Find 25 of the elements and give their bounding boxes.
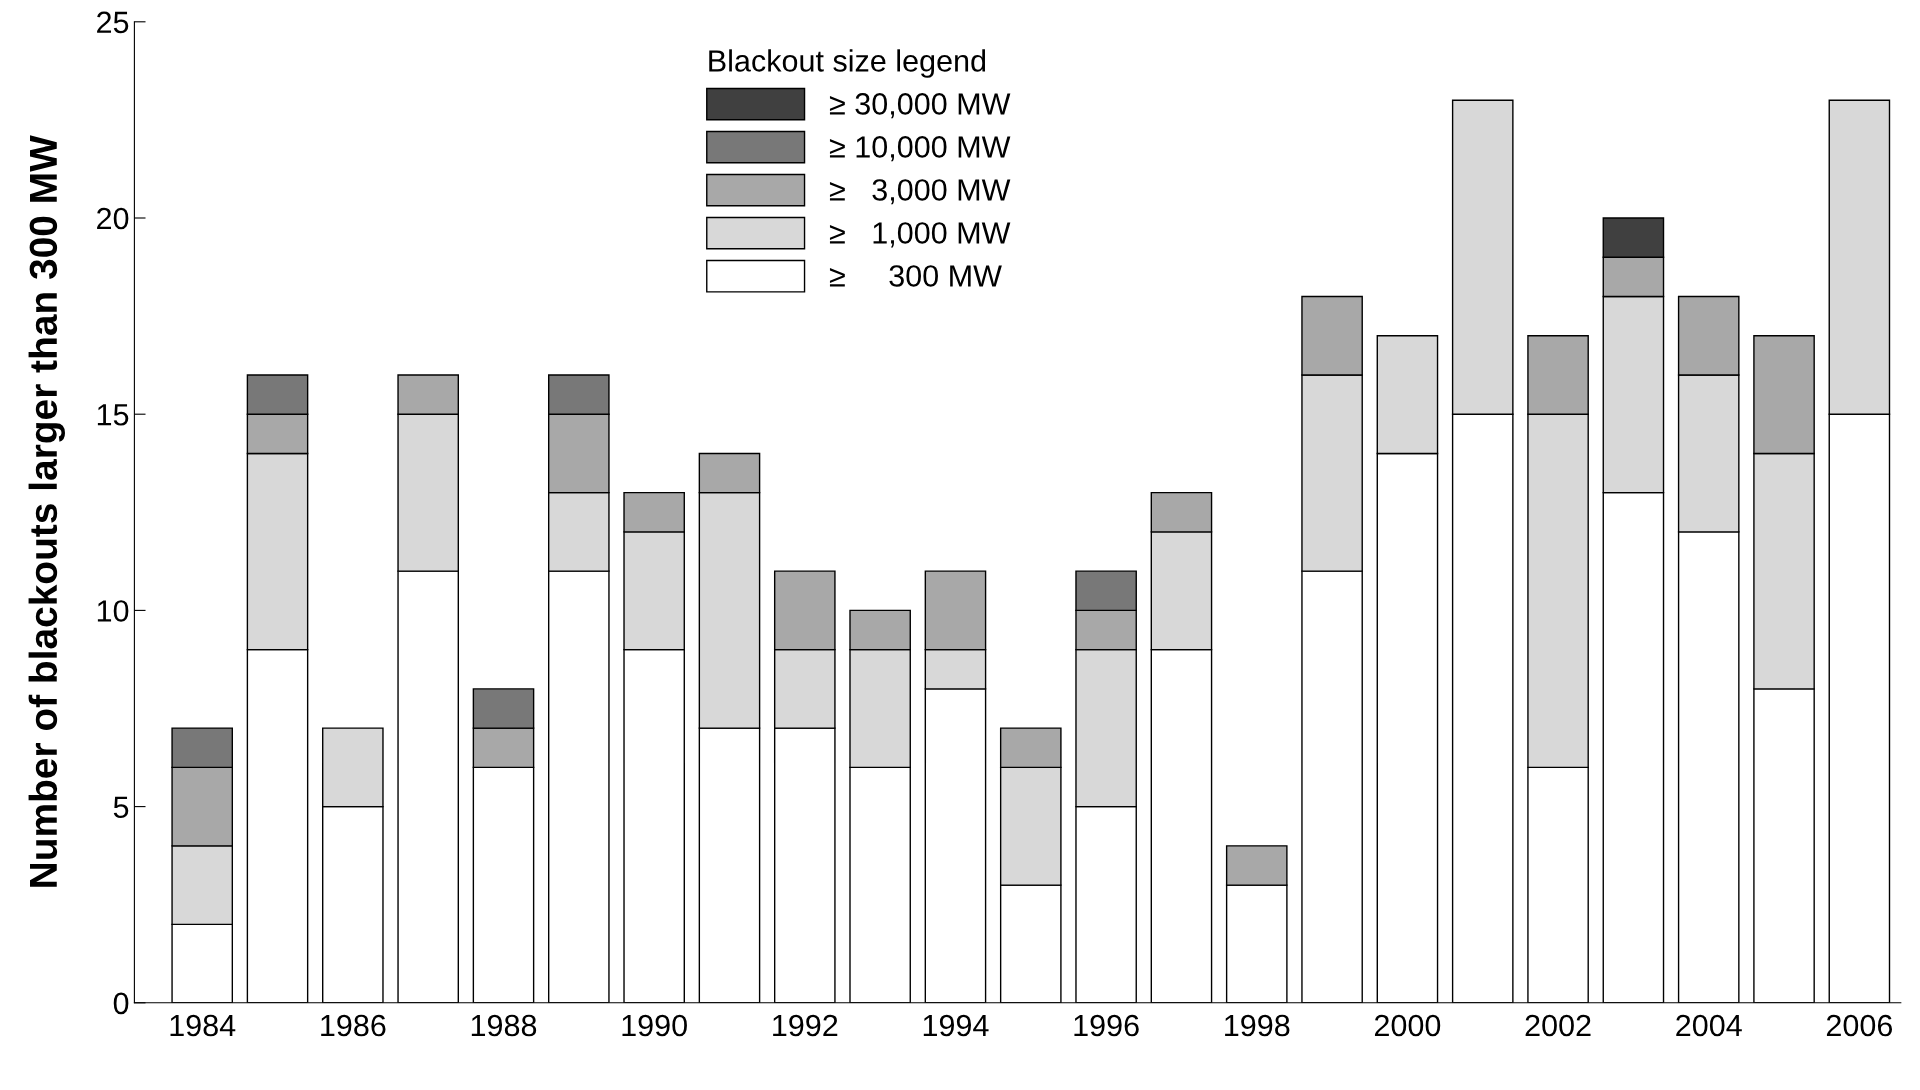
x-tick-label: 1990 bbox=[622, 1014, 687, 1037]
x-tick-label: 1986 bbox=[321, 1014, 386, 1037]
y-axis-title: Number of blackouts larger than 300 MW bbox=[28, 135, 65, 887]
x-tick-label: 1994 bbox=[923, 1014, 989, 1037]
y-tick-label: 25 bbox=[97, 11, 129, 34]
legend-label: ≥ 1,000 MW bbox=[829, 222, 1011, 248]
x-tick-label: 2004 bbox=[1676, 1014, 1742, 1037]
y-tick-label: 20 bbox=[97, 207, 129, 230]
y-tick-label: 0 bbox=[113, 992, 129, 1015]
legend-label: ≥ 30,000 MW bbox=[829, 93, 1011, 119]
x-tick-label: 1988 bbox=[471, 1014, 537, 1037]
y-tick-label: 5 bbox=[113, 796, 129, 818]
legend-title: Blackout size legend bbox=[709, 49, 986, 78]
legend-label: ≥ 10,000 MW bbox=[829, 136, 1011, 162]
x-tick-label: 1998 bbox=[1225, 1014, 1290, 1037]
x-tick-label: 2002 bbox=[1525, 1014, 1591, 1037]
legend-label: ≥ 3,000 MW bbox=[829, 179, 1011, 205]
x-tick-label: 1992 bbox=[773, 1014, 838, 1037]
legend-label: ≥ 300 MW bbox=[829, 265, 1002, 287]
x-tick-label: 2006 bbox=[1826, 1014, 1893, 1037]
y-tick-label: 10 bbox=[97, 600, 129, 622]
x-tick-label: 1984 bbox=[170, 1014, 236, 1037]
x-tick-label: 1996 bbox=[1074, 1014, 1139, 1037]
y-tick-label: 15 bbox=[97, 404, 129, 426]
x-tick-label: 2000 bbox=[1374, 1014, 1441, 1037]
